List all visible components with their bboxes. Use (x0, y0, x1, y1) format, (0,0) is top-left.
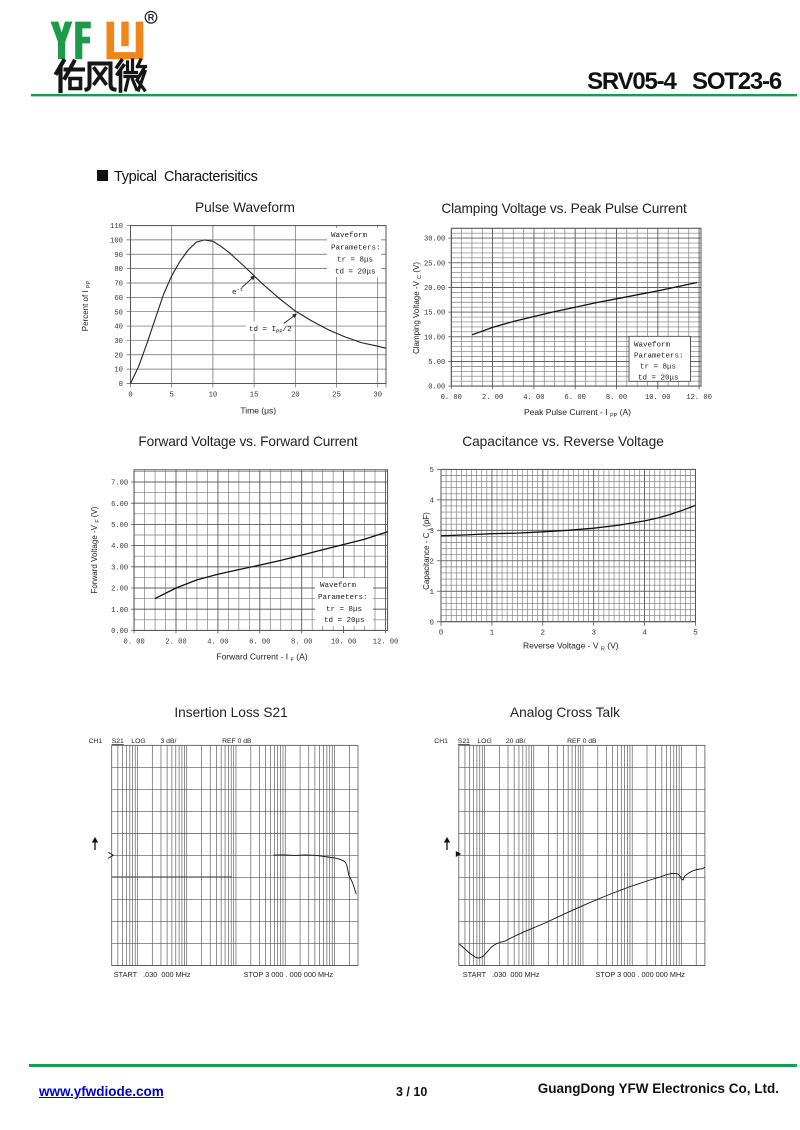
svg-text:tr = 8μs: tr = 8μs (640, 363, 676, 371)
svg-text:0. 00: 0. 00 (441, 394, 462, 402)
svg-text:5: 5 (429, 467, 434, 475)
svg-text:S21: S21 (458, 738, 470, 745)
svg-text:Peak Pulse Current - I PP (A): Peak Pulse Current - I PP (A) (524, 407, 631, 419)
svg-text:Waveform: Waveform (331, 232, 368, 240)
svg-text:3 dB/: 3 dB/ (161, 738, 177, 745)
svg-text:Reverse Voltage - V R (V): Reverse Voltage - V R (V) (523, 641, 619, 653)
svg-text:Forward Current - I F (A): Forward Current - I F (A) (216, 651, 307, 663)
svg-text:3: 3 (591, 630, 596, 638)
svg-text:START .030 000 MHz: START .030 000 MHz (463, 970, 540, 979)
svg-text:60: 60 (114, 295, 123, 303)
svg-text:Parameters:: Parameters: (331, 245, 381, 253)
svg-text:100: 100 (110, 238, 123, 246)
svg-text:4: 4 (429, 497, 434, 505)
svg-text:12. 00: 12. 00 (373, 638, 399, 646)
svg-text:2. 00: 2. 00 (482, 394, 503, 402)
svg-text:Clamping Voltage -V C (V): Clamping Voltage -V C (V) (412, 262, 423, 354)
svg-text:0: 0 (439, 630, 444, 638)
svg-text:0: 0 (119, 381, 123, 389)
svg-text:8. 00: 8. 00 (606, 394, 627, 402)
svg-text:4. 00: 4. 00 (207, 638, 228, 646)
svg-text:4: 4 (642, 630, 647, 638)
svg-text:10.00: 10.00 (424, 334, 445, 342)
svg-text:15.00: 15.00 (424, 310, 445, 318)
svg-text:Waveform: Waveform (320, 582, 357, 590)
svg-text:6.00: 6.00 (111, 501, 128, 509)
svg-text:tr = 8μs: tr = 8μs (337, 257, 373, 265)
svg-text:0: 0 (429, 619, 434, 627)
svg-text:1: 1 (490, 630, 495, 638)
svg-text:5.00: 5.00 (111, 522, 128, 530)
svg-text:1: 1 (429, 589, 434, 597)
svg-text:20 dB/: 20 dB/ (506, 738, 526, 745)
svg-text:30.00: 30.00 (424, 236, 445, 244)
svg-text:6. 00: 6. 00 (249, 638, 270, 646)
svg-text:STOP 3 000 . 000 000 MHz: STOP 3 000 . 000 000 MHz (244, 970, 334, 979)
svg-text:tr = 8μs: tr = 8μs (326, 606, 362, 614)
svg-text:0. 00: 0. 00 (123, 638, 144, 646)
svg-text:90: 90 (114, 252, 123, 260)
svg-text:2. 00: 2. 00 (165, 638, 186, 646)
svg-text:5: 5 (170, 392, 174, 400)
svg-text:8. 00: 8. 00 (291, 638, 312, 646)
svg-text:Forward Voltage -V F (V): Forward Voltage -V F (V) (90, 506, 101, 593)
svg-text:20.00: 20.00 (424, 285, 445, 293)
svg-text:4.00: 4.00 (111, 543, 128, 551)
svg-text:3: 3 (429, 528, 434, 536)
svg-text:2: 2 (429, 558, 434, 566)
svg-text:REF 0 dB: REF 0 dB (222, 738, 252, 745)
svg-text:110: 110 (110, 223, 123, 231)
svg-text:e-t: e-t (232, 286, 243, 297)
svg-text:CH1: CH1 (89, 738, 103, 745)
svg-text:2.00: 2.00 (111, 586, 128, 594)
svg-text:STOP 3 000 . 000 000 MHz: STOP 3 000 . 000 000 MHz (596, 970, 686, 979)
svg-text:10: 10 (114, 367, 123, 375)
svg-text:12. 00: 12. 00 (686, 394, 712, 402)
svg-text:S21: S21 (112, 738, 124, 745)
svg-text:10: 10 (209, 392, 218, 400)
svg-text:0.00: 0.00 (111, 628, 128, 636)
svg-text:4. 00: 4. 00 (523, 394, 544, 402)
svg-text:40: 40 (114, 324, 123, 332)
svg-text:Parameters:: Parameters: (634, 352, 684, 360)
svg-text:5.00: 5.00 (428, 359, 445, 367)
svg-text:START .030 000 MHz: START .030 000 MHz (114, 970, 191, 979)
svg-text:2: 2 (541, 630, 546, 638)
svg-text:0: 0 (128, 392, 132, 400)
svg-text:6. 00: 6. 00 (565, 394, 586, 402)
svg-text:7.00: 7.00 (111, 480, 128, 488)
svg-text:3.00: 3.00 (111, 564, 128, 572)
svg-text:30: 30 (373, 392, 382, 400)
svg-text:LOG: LOG (131, 738, 145, 745)
svg-text:Parameters:: Parameters: (318, 594, 368, 602)
svg-text:R: R (148, 12, 155, 22)
svg-text:15: 15 (250, 392, 259, 400)
svg-text:20: 20 (291, 392, 300, 400)
svg-text:td = 20μs: td = 20μs (335, 269, 376, 277)
svg-text:td = 20μs: td = 20μs (638, 374, 679, 382)
svg-text:Capacitance - C j (pF): Capacitance - C j (pF) (422, 512, 433, 590)
svg-text:50: 50 (114, 309, 123, 317)
svg-text:LOG: LOG (477, 738, 491, 745)
svg-text:25: 25 (332, 392, 341, 400)
svg-text:25.00: 25.00 (424, 260, 445, 268)
svg-text:Percent of I PP: Percent of I PP (81, 280, 92, 331)
svg-text:REF 0 dB: REF 0 dB (567, 738, 597, 745)
svg-text:0.00: 0.00 (428, 384, 445, 392)
svg-text:1.00: 1.00 (111, 607, 128, 615)
svg-text:10. 00: 10. 00 (331, 638, 357, 646)
svg-text:Time (μs): Time (μs) (240, 406, 276, 416)
svg-text:CH1: CH1 (434, 738, 448, 745)
svg-text:5: 5 (693, 630, 698, 638)
svg-text:20: 20 (114, 352, 123, 360)
svg-text:10. 00: 10. 00 (645, 394, 671, 402)
svg-text:td = IPP/2: td = IPP/2 (249, 326, 292, 335)
svg-text:td = 20μs: td = 20μs (324, 617, 365, 625)
svg-text:Waveform: Waveform (634, 341, 671, 349)
svg-text:30: 30 (114, 338, 123, 346)
svg-text:80: 80 (114, 266, 123, 274)
svg-text:70: 70 (114, 281, 123, 289)
